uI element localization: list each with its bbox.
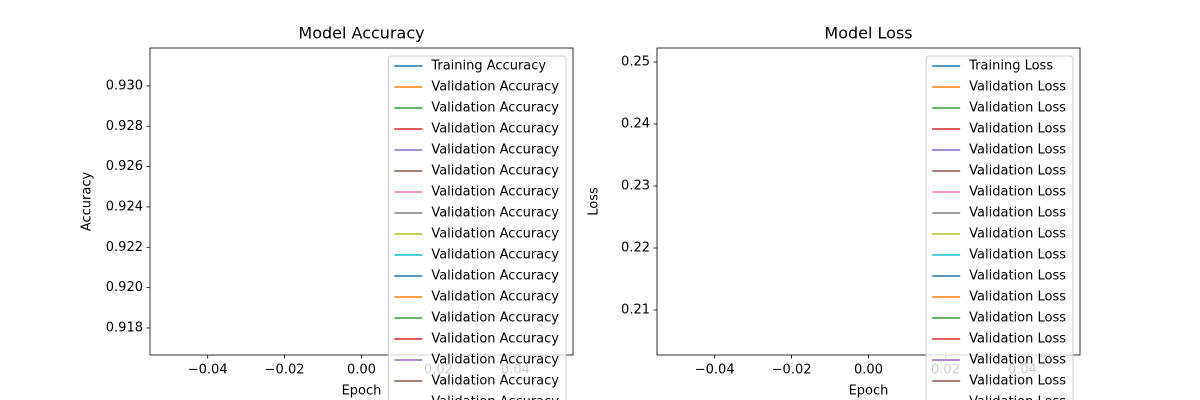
y-tick-label: 0.25 bbox=[621, 55, 650, 70]
legend-label: Validation Accuracy bbox=[431, 290, 559, 305]
legend-label: Validation Accuracy bbox=[431, 122, 559, 137]
legend-label: Validation Loss bbox=[969, 353, 1066, 368]
y-tick-label: 0.918 bbox=[106, 320, 143, 335]
x-tick-label: 0.00 bbox=[347, 363, 376, 378]
legend-label: Validation Loss bbox=[969, 80, 1066, 95]
x-tick-label: 0.00 bbox=[854, 363, 883, 378]
legend-label: Validation Accuracy bbox=[431, 374, 559, 389]
legend-label: Validation Accuracy bbox=[431, 332, 559, 347]
legend-label: Validation Accuracy bbox=[431, 185, 559, 200]
legend-label: Validation Accuracy bbox=[431, 143, 559, 158]
legend-label: Validation Accuracy bbox=[431, 311, 559, 326]
legend-label: Validation Loss bbox=[969, 269, 1066, 284]
legend-label: Validation Loss bbox=[969, 122, 1066, 137]
y-axis-label: Loss bbox=[587, 187, 602, 216]
y-tick-label: 0.928 bbox=[106, 119, 143, 134]
legend-label: Training Loss bbox=[968, 59, 1053, 74]
subplot: −0.04−0.020.000.020.040.9180.9200.9220.9… bbox=[80, 24, 574, 400]
chart-title: Model Accuracy bbox=[298, 24, 424, 43]
legend-label: Validation Accuracy bbox=[431, 269, 559, 284]
x-tick-label: −0.04 bbox=[695, 363, 735, 378]
legend-frame bbox=[387, 55, 567, 400]
legend-label: Training Accuracy bbox=[430, 59, 546, 74]
legend-label: Validation Loss bbox=[969, 227, 1066, 242]
y-tick-label: 0.926 bbox=[106, 159, 143, 174]
legend-frame bbox=[925, 55, 1074, 400]
legend-label: Validation Loss bbox=[969, 290, 1066, 305]
x-tick-label: −0.02 bbox=[265, 363, 305, 378]
legend-label: Validation Loss bbox=[969, 164, 1066, 179]
legend: Training Accuracy Validation Accuracy Vali… bbox=[387, 55, 567, 400]
legend-label: Validation Loss bbox=[969, 206, 1066, 221]
legend-label: Validation Loss bbox=[969, 395, 1066, 400]
legend-label: Validation Loss bbox=[969, 143, 1066, 158]
legend-label: Validation Loss bbox=[969, 311, 1066, 326]
x-axis-label: Epoch bbox=[849, 384, 889, 399]
y-tick-label: 0.922 bbox=[106, 240, 143, 255]
y-tick-label: 0.22 bbox=[621, 240, 650, 255]
legend-label: Validation Accuracy bbox=[431, 227, 559, 242]
legend-label: Validation Accuracy bbox=[431, 206, 559, 221]
y-tick-label: 0.23 bbox=[621, 179, 650, 194]
legend-label: Validation Loss bbox=[969, 332, 1066, 347]
legend-label: Validation Accuracy bbox=[431, 164, 559, 179]
legend-label: Validation Loss bbox=[969, 185, 1066, 200]
legend-label: Validation Loss bbox=[969, 101, 1066, 116]
y-tick-label: 0.930 bbox=[106, 78, 143, 93]
legend-label: Validation Loss bbox=[969, 248, 1066, 263]
subplot: −0.04−0.020.000.020.040.210.220.230.240.… bbox=[587, 24, 1081, 400]
legend-label: Validation Accuracy bbox=[431, 395, 559, 400]
y-tick-label: 0.24 bbox=[621, 117, 650, 132]
y-axis-label: Accuracy bbox=[80, 172, 95, 232]
x-axis-label: Epoch bbox=[342, 384, 382, 399]
y-tick-label: 0.21 bbox=[621, 302, 650, 317]
legend-label: Validation Accuracy bbox=[431, 80, 559, 95]
legend-label: Validation Accuracy bbox=[431, 248, 559, 263]
y-tick-label: 0.920 bbox=[106, 280, 143, 295]
legend-label: Validation Loss bbox=[969, 374, 1066, 389]
chart-title: Model Loss bbox=[824, 24, 912, 43]
legend-label: Validation Accuracy bbox=[431, 101, 559, 116]
legend: Training Loss Validation Loss Validation L… bbox=[925, 55, 1074, 400]
x-tick-label: −0.02 bbox=[772, 363, 812, 378]
x-tick-label: −0.04 bbox=[188, 363, 228, 378]
y-tick-label: 0.924 bbox=[106, 199, 143, 214]
legend-label: Validation Accuracy bbox=[431, 353, 559, 368]
